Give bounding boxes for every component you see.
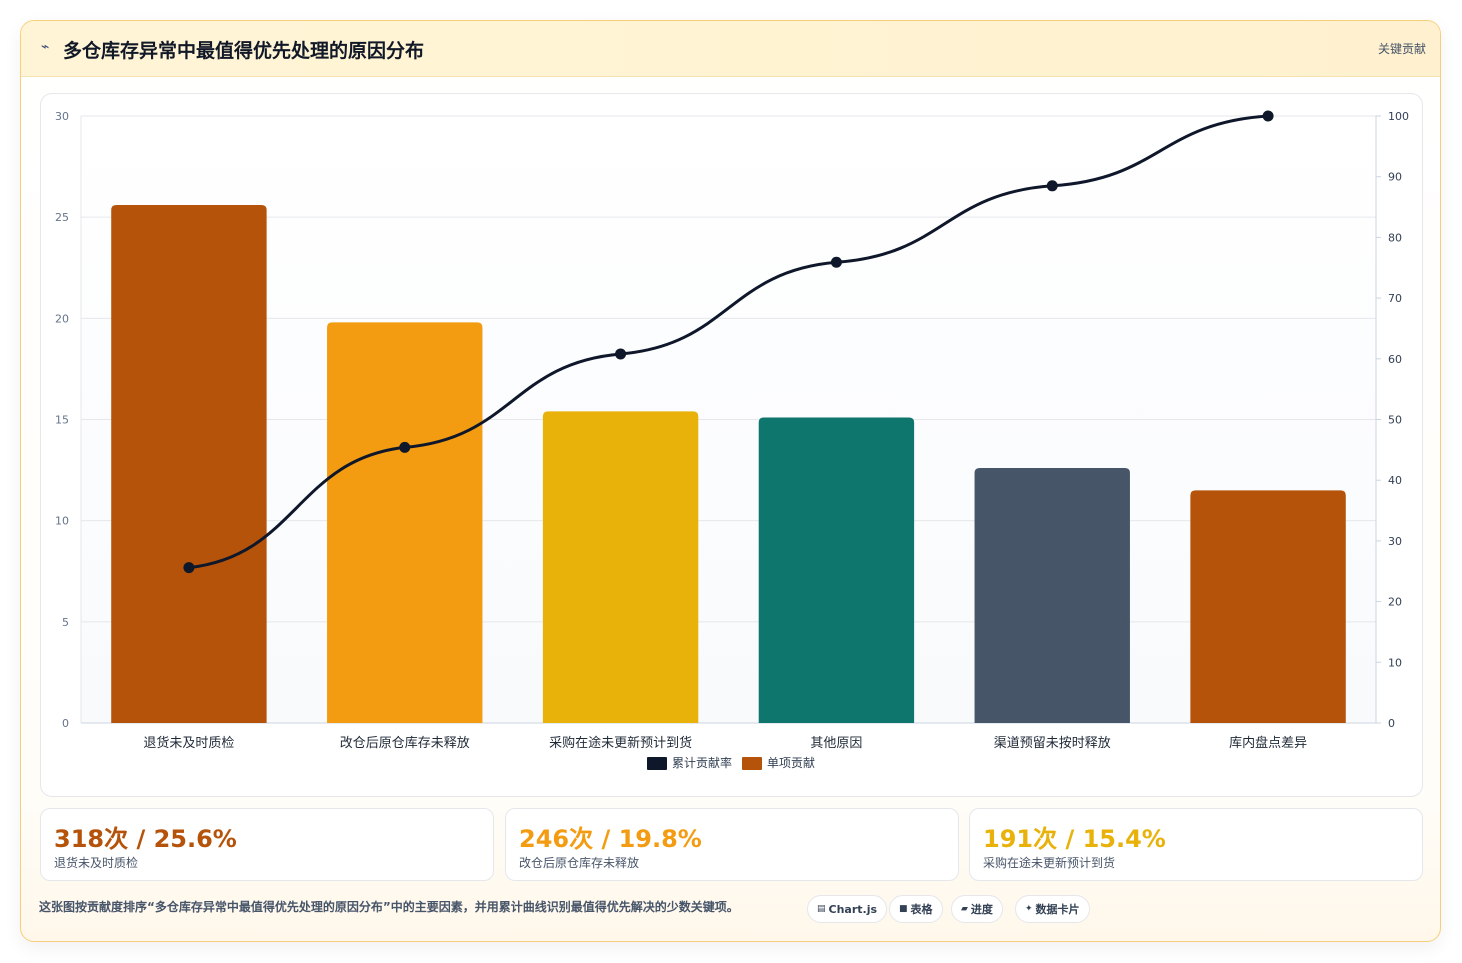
legend-swatch <box>742 757 762 770</box>
y-left-tick-label: 0 <box>62 717 69 730</box>
y-left-tick-label: 15 <box>55 414 69 427</box>
y-right-tick-label: 30 <box>1388 535 1402 548</box>
y-left-tick-label: 25 <box>55 211 69 224</box>
bar <box>1190 490 1346 723</box>
stat-label: 采购在途未更新预计到货 <box>983 856 1116 870</box>
tag-label: 进度 <box>970 903 993 916</box>
y-right-tick-label: 0 <box>1388 717 1395 730</box>
card-icon: ✦ <box>1025 904 1033 914</box>
bar <box>111 205 267 723</box>
y-right-tick-label: 20 <box>1388 596 1402 609</box>
card-header: ⌁ 多仓库存异常中最值得优先处理的原因分布 关键贡献 <box>21 21 1440 77</box>
x-tick-label: 其他原因 <box>810 736 862 751</box>
bar <box>542 411 699 723</box>
table-icon: ■ <box>899 904 908 914</box>
legend-label: 单项贡献 <box>767 755 815 770</box>
tag-data-card[interactable]: ✦ 数据卡片 <box>1015 895 1090 923</box>
pareto-chart: 0 5 10 15 20 25 30 0 10 20 30 40 50 60 70 80 90 100 退货未及时质… <box>55 110 1409 770</box>
x-tick-label: 改仓后原仓库存未释放 <box>340 735 470 751</box>
tag-label: 表格 <box>910 903 933 916</box>
y-right-tick-label: 40 <box>1388 474 1402 487</box>
cumulative-line <box>188 114 1269 570</box>
lightning-icon: ⌁ <box>41 39 50 55</box>
chart-icon: ▤ <box>817 904 826 914</box>
bar <box>974 468 1130 723</box>
stat-card-1: 318次 / 25.6% 退货未及时质检 <box>40 808 494 881</box>
y-left-tick-label: 10 <box>55 515 69 528</box>
footer-note: 这张图按贡献度排序“多仓库存异常中最值得优先处理的原因分布”中的主要因素，并用累… <box>39 900 739 914</box>
legend-label: 累计贡献率 <box>672 755 732 770</box>
x-tick-label: 渠道预留未按时释放 <box>994 736 1111 751</box>
tag-chartjs[interactable]: ▤ Chart.js <box>807 895 888 923</box>
y-right-tick-label: 50 <box>1388 414 1402 427</box>
x-tick-label: 退货未及时质检 <box>143 735 234 751</box>
y-left-tick-label: 5 <box>62 616 69 629</box>
y-left-tick-label: 20 <box>55 312 69 325</box>
tag-label: 数据卡片 <box>1035 903 1080 916</box>
cumulative-point <box>615 348 627 360</box>
stat-label: 退货未及时质检 <box>54 856 139 870</box>
y-right-tick-label: 70 <box>1388 292 1402 305</box>
tag-progress[interactable]: ▰ 进度 <box>951 895 1003 923</box>
chart-title: 多仓库存异常中最值得优先处理的原因分布 <box>63 40 425 62</box>
x-tick-label: 采购在途未更新预计到货 <box>549 735 692 751</box>
tag-table[interactable]: ■ 表格 <box>889 895 943 923</box>
stat-value: 318次 / 25.6% <box>54 825 237 853</box>
stat-card-3: 191次 / 15.4% 采购在途未更新预计到货 <box>969 808 1423 881</box>
y-right-tick-label: 10 <box>1388 656 1402 669</box>
cumulative-point <box>830 256 842 268</box>
y-right-tick-label: 90 <box>1388 171 1402 184</box>
bar <box>327 322 483 723</box>
stat-value: 191次 / 15.4% <box>983 825 1166 853</box>
bar <box>758 417 915 723</box>
cumulative-point <box>1262 110 1274 122</box>
stat-card-2: 246次 / 19.8% 改仓后原仓库存未释放 <box>505 808 959 881</box>
legend-swatch <box>647 757 667 770</box>
y-right-tick-label: 60 <box>1388 353 1402 366</box>
x-tick-label: 库内盘点差异 <box>1229 735 1307 751</box>
key-contribution-badge: 关键贡献 <box>1377 42 1426 56</box>
tag-label: Chart.js <box>828 902 878 916</box>
y-left-tick-label: 30 <box>55 110 69 123</box>
cumulative-point <box>183 562 195 574</box>
y-right-tick-label: 80 <box>1388 231 1402 244</box>
cumulative-point <box>1046 180 1058 192</box>
stat-value: 246次 / 19.8% <box>519 825 702 853</box>
stat-label: 改仓后原仓库存未释放 <box>519 856 640 870</box>
cumulative-point <box>399 441 411 453</box>
y-right-tick-label: 100 <box>1388 110 1409 123</box>
progress-icon: ▰ <box>961 904 968 914</box>
chart-panel: 0 5 10 15 20 25 30 0 10 20 30 40 50 60 70 80 90 100 退货未及时质… <box>40 93 1423 797</box>
chart-card: ⌁ 多仓库存异常中最值得优先处理的原因分布 关键贡献 0 5 10 15 20 25 30 0… <box>20 20 1441 942</box>
